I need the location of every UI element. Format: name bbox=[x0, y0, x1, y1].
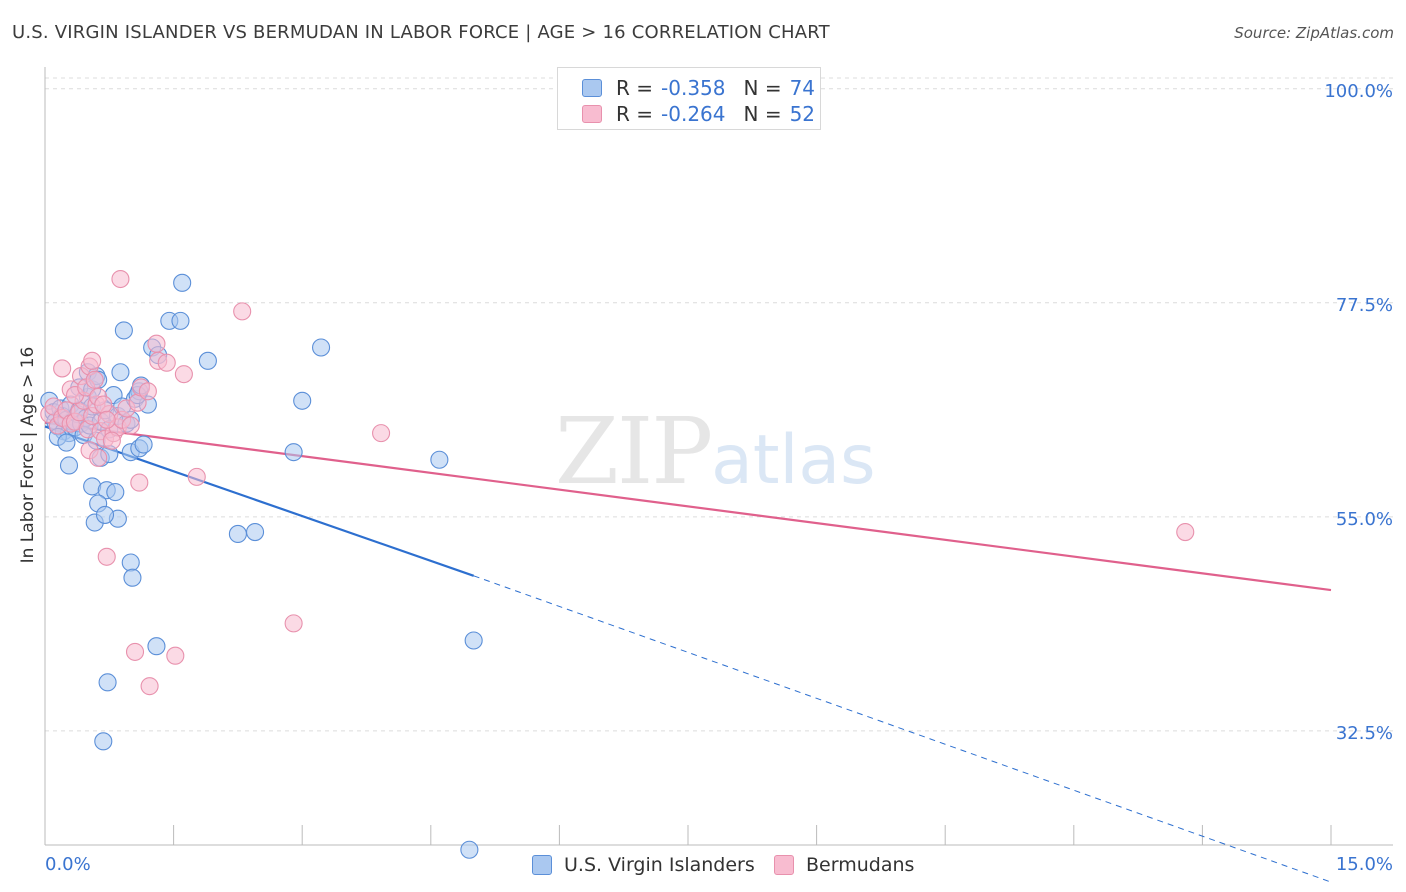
n-value: 74 bbox=[789, 76, 816, 100]
bermudan-point bbox=[85, 370, 104, 389]
virgin-islander-point bbox=[464, 631, 483, 650]
x-tick-label-max: 15.0% bbox=[1336, 854, 1393, 875]
bermudan-point bbox=[94, 395, 113, 414]
bermudan-point bbox=[157, 353, 176, 372]
axes: 0.0% 15.0% bbox=[44, 67, 1393, 875]
source-label: Source: ZipAtlas.com bbox=[1234, 24, 1394, 42]
bermudan-point bbox=[187, 467, 206, 486]
bermudan-point bbox=[121, 416, 140, 435]
r-value: -0.264 bbox=[661, 102, 726, 126]
virgin-islander-point bbox=[59, 456, 79, 475]
y-tick-label: 55.0% bbox=[1336, 509, 1393, 530]
virgin-islander-point bbox=[134, 435, 153, 454]
bermudan-point bbox=[284, 614, 303, 633]
bermudan-point bbox=[147, 334, 166, 353]
legend-swatch-blue bbox=[582, 79, 602, 97]
virgin-islander-point bbox=[98, 673, 117, 692]
bermudan-point bbox=[138, 382, 157, 401]
watermark: ZIPatlas bbox=[555, 398, 876, 505]
legend-label: U.S. Virgin Islanders bbox=[564, 854, 755, 876]
watermark-atlas: atlas bbox=[711, 421, 876, 500]
virgin-islander-point bbox=[293, 391, 312, 410]
bermudan-point bbox=[102, 431, 121, 450]
virgin-islander-point bbox=[106, 483, 125, 502]
r-value: -0.358 bbox=[661, 76, 726, 100]
virgin-islander-point bbox=[147, 637, 166, 656]
watermark-zip: ZIP bbox=[555, 398, 713, 505]
virgin-islander-point bbox=[121, 553, 140, 572]
chart-title: U.S. VIRGIN ISLANDER VS BERMUDAN IN LABO… bbox=[12, 22, 830, 43]
data-points bbox=[40, 269, 1195, 859]
correlation-legend: R = -0.358 N = 74 R = -0.264 N = 52 bbox=[557, 67, 821, 130]
legend-label: Bermudans bbox=[806, 854, 915, 876]
n-label: N = bbox=[743, 76, 782, 100]
bermudan-point bbox=[97, 410, 116, 429]
virgin-islander-point bbox=[245, 522, 265, 542]
virgin-islander-point bbox=[173, 273, 192, 292]
y-tick-label: 77.5% bbox=[1336, 295, 1393, 316]
bermudan-point bbox=[97, 547, 116, 566]
virgin-islander-point bbox=[198, 351, 217, 370]
y-tick-label: 100.0% bbox=[1324, 81, 1393, 102]
bermudan-point bbox=[130, 473, 149, 492]
bermudan-point bbox=[166, 646, 185, 665]
legend-swatch-blue bbox=[532, 855, 552, 875]
legend-item-virgin-islanders[interactable]: U.S. Virgin Islanders bbox=[532, 852, 755, 878]
virgin-islander-trendline-extension bbox=[473, 575, 1332, 883]
y-axis-label: In Labor Force | Age > 16 bbox=[18, 346, 38, 564]
x-tick-label-min: 0.0% bbox=[45, 854, 91, 875]
legend-item-bermudans[interactable]: Bermudans bbox=[774, 852, 914, 878]
r-label: R = bbox=[616, 76, 654, 100]
y-tick-label: 32.5% bbox=[1336, 723, 1393, 744]
n-label: N = bbox=[743, 102, 782, 126]
virgin-islander-point bbox=[228, 524, 247, 544]
bermudan-point bbox=[53, 359, 72, 378]
bermudan-point bbox=[174, 365, 193, 384]
virgin-islander-point bbox=[94, 732, 113, 751]
virgin-islander-point bbox=[430, 450, 449, 469]
bermudan-point bbox=[111, 269, 130, 289]
bermudan-trendline bbox=[44, 421, 1332, 592]
bermudan-point bbox=[140, 677, 159, 696]
bermudan-point bbox=[1176, 522, 1195, 542]
virgin-islander-point bbox=[284, 443, 303, 462]
virgin-islander-point bbox=[312, 338, 331, 357]
legend-row-virgin-islanders: R = -0.358 N = 74 bbox=[582, 76, 815, 100]
virgin-islander-point bbox=[171, 311, 190, 330]
virgin-islander-point bbox=[57, 433, 76, 452]
bermudan-point bbox=[89, 448, 108, 467]
bermudan-point bbox=[125, 642, 145, 661]
virgin-islander-point bbox=[111, 363, 130, 382]
bermudan-point bbox=[372, 424, 391, 443]
grid-lines bbox=[45, 77, 1393, 732]
virgin-islander-point bbox=[123, 568, 142, 587]
r-label: R = bbox=[616, 102, 654, 126]
virgin-islander-point bbox=[460, 840, 479, 859]
bermudan-point bbox=[233, 302, 252, 321]
virgin-islander-point bbox=[95, 505, 115, 524]
y-tick-labels: 100.0% 77.5% 55.0% 32.5% bbox=[1324, 81, 1393, 744]
trendlines bbox=[44, 421, 1332, 883]
virgin-islander-point bbox=[114, 321, 133, 340]
legend-swatch-pink bbox=[582, 105, 602, 123]
legend-swatch-pink bbox=[774, 855, 794, 875]
n-value: 52 bbox=[789, 102, 816, 126]
bermudan-point bbox=[83, 351, 102, 370]
legend-row-bermudans: R = -0.264 N = 52 bbox=[582, 102, 815, 126]
